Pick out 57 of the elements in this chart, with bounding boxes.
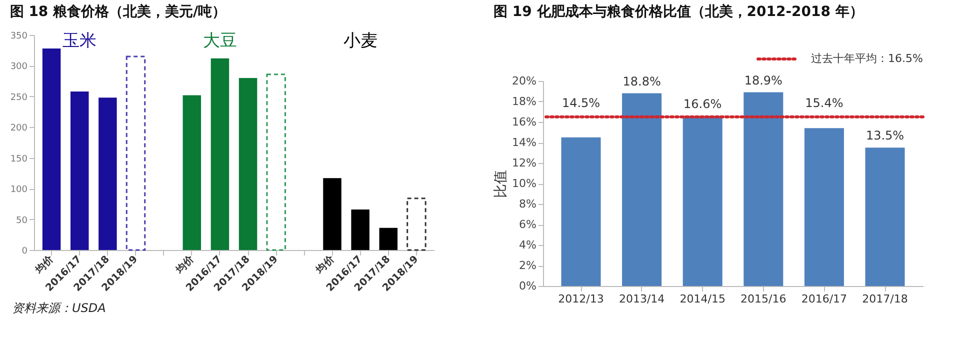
chart-title: 图 19 化肥成本与粮食价格比值（北美，2012-2018 年） xyxy=(494,3,864,20)
data-label: 18.9% xyxy=(744,73,782,88)
series-label: 玉米 xyxy=(62,31,97,51)
bar xyxy=(210,58,230,250)
y-tick-label: 18% xyxy=(512,95,536,108)
y-tick-label: 20% xyxy=(512,74,536,88)
bar xyxy=(126,56,146,251)
x-tick-label: 2016/17 xyxy=(801,292,848,306)
y-tick-label: 100 xyxy=(10,185,28,196)
text: 小麦 xyxy=(343,31,378,51)
text: 资料来源：USDA xyxy=(12,300,107,317)
bar xyxy=(238,78,258,250)
y-tick-label: 10% xyxy=(512,177,536,190)
bar xyxy=(379,228,398,250)
data-label: 16.6% xyxy=(684,96,722,111)
y-tick-label: 350 xyxy=(10,32,28,42)
x-tick-label: 2017/18 xyxy=(862,292,908,306)
y-tick-label: 250 xyxy=(10,92,28,103)
bar xyxy=(406,198,426,251)
bar xyxy=(266,74,286,251)
y-tick-label: 50 xyxy=(16,216,28,226)
bar xyxy=(865,148,905,286)
x-tick-label: 2014/15 xyxy=(680,292,726,306)
y-axis-title: 比值 xyxy=(493,170,510,198)
legend-label: 过去十年平均：16.5% xyxy=(811,52,923,65)
bar xyxy=(70,92,89,250)
y-tick-label: 200 xyxy=(10,124,28,134)
bar xyxy=(98,98,117,250)
data-label: 14.5% xyxy=(562,96,600,110)
x-tick-label: 2015/16 xyxy=(740,292,786,306)
bar xyxy=(323,178,342,250)
bar xyxy=(682,116,722,286)
y-tick-label: 150 xyxy=(10,154,28,164)
bar xyxy=(42,48,61,250)
x-tick-label: 2012/13 xyxy=(558,292,604,306)
bar xyxy=(744,92,784,286)
series-label: 大豆 xyxy=(202,31,237,51)
bar xyxy=(561,137,601,286)
bar xyxy=(182,95,202,250)
chart-title: 图 18 粮食价格（北美，美元/吨） xyxy=(10,3,226,20)
bar xyxy=(351,209,370,250)
y-tick-label: 12% xyxy=(512,156,536,170)
data-label: 18.8% xyxy=(622,74,661,88)
y-tick-label: 0% xyxy=(519,280,536,292)
y-tick-label: 6% xyxy=(519,218,536,231)
y-tick-label: 14% xyxy=(512,136,536,149)
data-label: 13.5% xyxy=(866,128,904,143)
y-tick-label: 8% xyxy=(519,198,536,210)
y-tick-label: 2% xyxy=(519,259,536,272)
data-label: 15.4% xyxy=(805,96,844,110)
bar xyxy=(804,128,844,286)
bar xyxy=(622,93,662,286)
y-tick-label: 16% xyxy=(512,116,536,128)
y-tick-label: 0 xyxy=(22,246,28,256)
y-tick-label: 4% xyxy=(519,238,536,252)
x-tick-label: 2013/14 xyxy=(618,292,665,306)
y-tick-label: 300 xyxy=(10,62,28,72)
